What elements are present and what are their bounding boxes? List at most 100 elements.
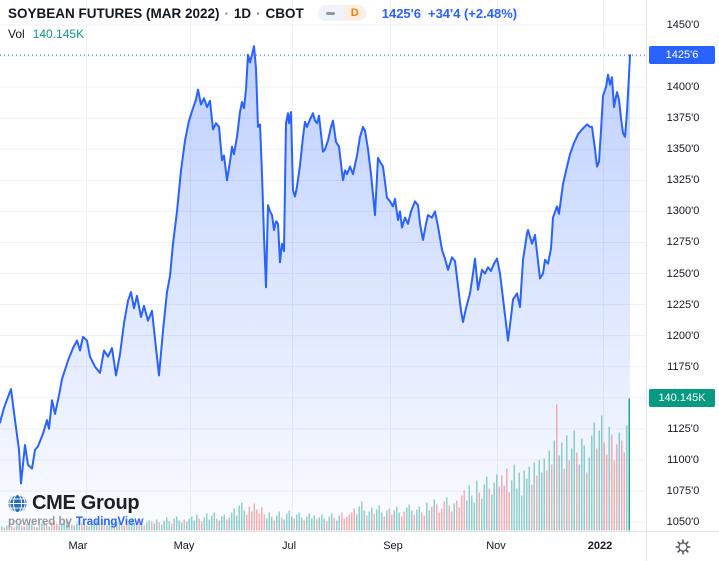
volume-bar xyxy=(251,511,253,531)
volume-bar xyxy=(523,470,525,531)
time-axis-label: Sep xyxy=(383,540,403,552)
volume-bar xyxy=(496,474,498,531)
volume-bar xyxy=(3,527,5,531)
price-tick-label: 1350'0 xyxy=(666,143,700,156)
axis-horizontal-separator xyxy=(0,531,719,532)
axis-corner xyxy=(647,532,719,561)
volume-bar xyxy=(236,515,238,531)
volume-bar xyxy=(243,510,245,531)
volume-bar xyxy=(223,514,225,531)
volume-bar xyxy=(31,524,33,531)
volume-bar xyxy=(278,511,280,531)
volume-bar xyxy=(88,526,90,531)
volume-bar xyxy=(86,525,88,531)
volume-bar xyxy=(186,521,188,531)
volume-bar xyxy=(383,516,385,531)
volume-bar xyxy=(53,520,55,531)
volume-bar xyxy=(61,524,63,531)
scale-settings-button[interactable] xyxy=(672,536,694,558)
volume-bar xyxy=(428,510,430,531)
volume-bar xyxy=(316,519,318,531)
volume-bar xyxy=(473,502,475,531)
interval-label[interactable]: 1D xyxy=(233,5,252,21)
price-tick-label: 1075'0 xyxy=(666,484,700,497)
volume-bar xyxy=(128,521,130,531)
time-axis-label: May xyxy=(173,540,195,552)
volume-bar xyxy=(208,519,210,531)
volume-bar xyxy=(146,522,148,531)
last-price-badge: 1425'6 xyxy=(649,46,715,65)
volume-bar xyxy=(303,520,305,531)
hide-source-button[interactable] xyxy=(317,5,344,21)
volume-badge: 140.145K xyxy=(649,388,715,407)
volume-bar xyxy=(596,448,598,531)
volume-bar xyxy=(501,475,503,531)
volume-bar xyxy=(78,520,80,531)
volume-bar xyxy=(18,523,20,531)
volume-bar xyxy=(283,519,285,531)
volume-bar xyxy=(48,526,50,531)
price-area-fill xyxy=(0,46,630,531)
volume-bar xyxy=(138,520,140,531)
volume-bar xyxy=(621,440,623,531)
volume-bar xyxy=(8,524,10,531)
cme-logo-link[interactable]: CME Group xyxy=(8,492,143,515)
price-axis[interactable]: 1425'6 140.145K 1450'0 1400'0 1375'0 1350'0… xyxy=(647,0,719,531)
volume-bar xyxy=(58,525,60,531)
volume-bar xyxy=(343,518,345,531)
volume-bar xyxy=(613,460,615,531)
volume-bar xyxy=(493,482,495,531)
volume-bar xyxy=(133,522,135,531)
volume-bar xyxy=(406,507,408,531)
volume-bar xyxy=(616,444,618,531)
volume-bar xyxy=(373,513,375,531)
chart-canvas[interactable] xyxy=(0,0,646,531)
time-axis-label: Mar xyxy=(68,540,88,552)
volume-bar xyxy=(13,527,15,531)
volume-bar xyxy=(498,486,500,531)
volume-bar xyxy=(353,508,355,531)
volume-bar xyxy=(68,522,70,531)
volume-bar xyxy=(538,460,540,531)
volume-bar xyxy=(358,506,360,531)
volume-bar xyxy=(143,525,145,531)
volume-bar xyxy=(248,506,250,531)
volume-bar xyxy=(103,522,105,531)
volume-bar xyxy=(588,457,590,531)
volume-bar xyxy=(66,518,68,531)
volume-bar xyxy=(531,484,533,531)
interval-badge-button[interactable]: D xyxy=(343,5,366,21)
volume-bar xyxy=(266,518,268,531)
volume-bar xyxy=(1,526,3,531)
volume-label[interactable]: Vol xyxy=(8,26,25,41)
volume-bar xyxy=(573,430,575,531)
time-axis[interactable]: Mar May Jul Sep Nov 2022 xyxy=(0,532,646,561)
volume-bar xyxy=(543,458,545,531)
volume-bar xyxy=(606,454,608,531)
volume-bar xyxy=(291,516,293,531)
volume-bar xyxy=(221,516,223,531)
exchange-label[interactable]: CBOT xyxy=(265,5,304,21)
tradingview-link[interactable]: TradingView xyxy=(75,516,144,528)
minus-icon xyxy=(326,11,336,15)
volume-bar xyxy=(366,515,368,531)
volume-bar xyxy=(626,425,628,531)
volume-bar xyxy=(158,522,160,531)
volume-bar xyxy=(206,513,208,531)
symbol-title[interactable]: SOYBEAN FUTURES (MAR 2022) xyxy=(8,5,220,21)
volume-bar xyxy=(6,525,8,531)
volume-bar xyxy=(506,468,508,531)
volume-bar xyxy=(148,520,150,531)
volume-bar xyxy=(458,507,460,531)
volume-bar xyxy=(23,526,25,531)
volume-bar xyxy=(551,464,553,531)
volume-bar xyxy=(546,470,548,531)
volume-bar xyxy=(351,512,353,531)
volume-bar xyxy=(191,516,193,531)
volume-bar xyxy=(116,522,118,531)
volume-bar xyxy=(466,500,468,531)
time-axis-label: Jul xyxy=(281,540,297,552)
volume-bar xyxy=(193,520,195,531)
volume-bar xyxy=(456,500,458,531)
